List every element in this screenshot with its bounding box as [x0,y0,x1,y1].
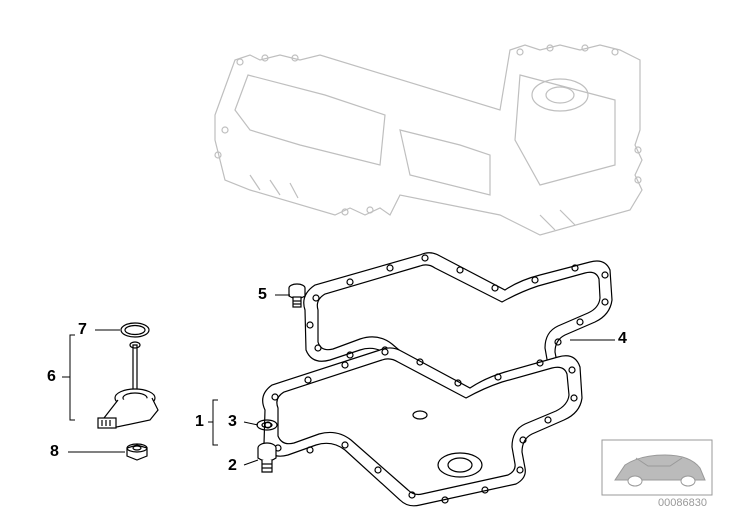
lower-oil-pan [263,348,582,506]
bolt-5 [289,284,305,307]
plug-8 [127,444,147,460]
callout-5: 5 [258,286,267,304]
callout-3: 3 [228,413,237,431]
callout-2: 2 [228,457,237,475]
oil-level-sensor-6 [98,342,158,428]
callout-8: 8 [50,443,59,461]
reference-icon-box [602,440,712,495]
callout-1: 1 [195,413,204,431]
upper-oil-pan [215,45,642,235]
part-number: 00086830 [658,497,707,509]
o-ring-7 [121,323,149,337]
parts-diagram [0,0,750,525]
callout-4: 4 [618,330,627,348]
drain-plug-2 [258,443,276,472]
callout-7: 7 [78,321,87,339]
callout-6: 6 [47,368,56,386]
